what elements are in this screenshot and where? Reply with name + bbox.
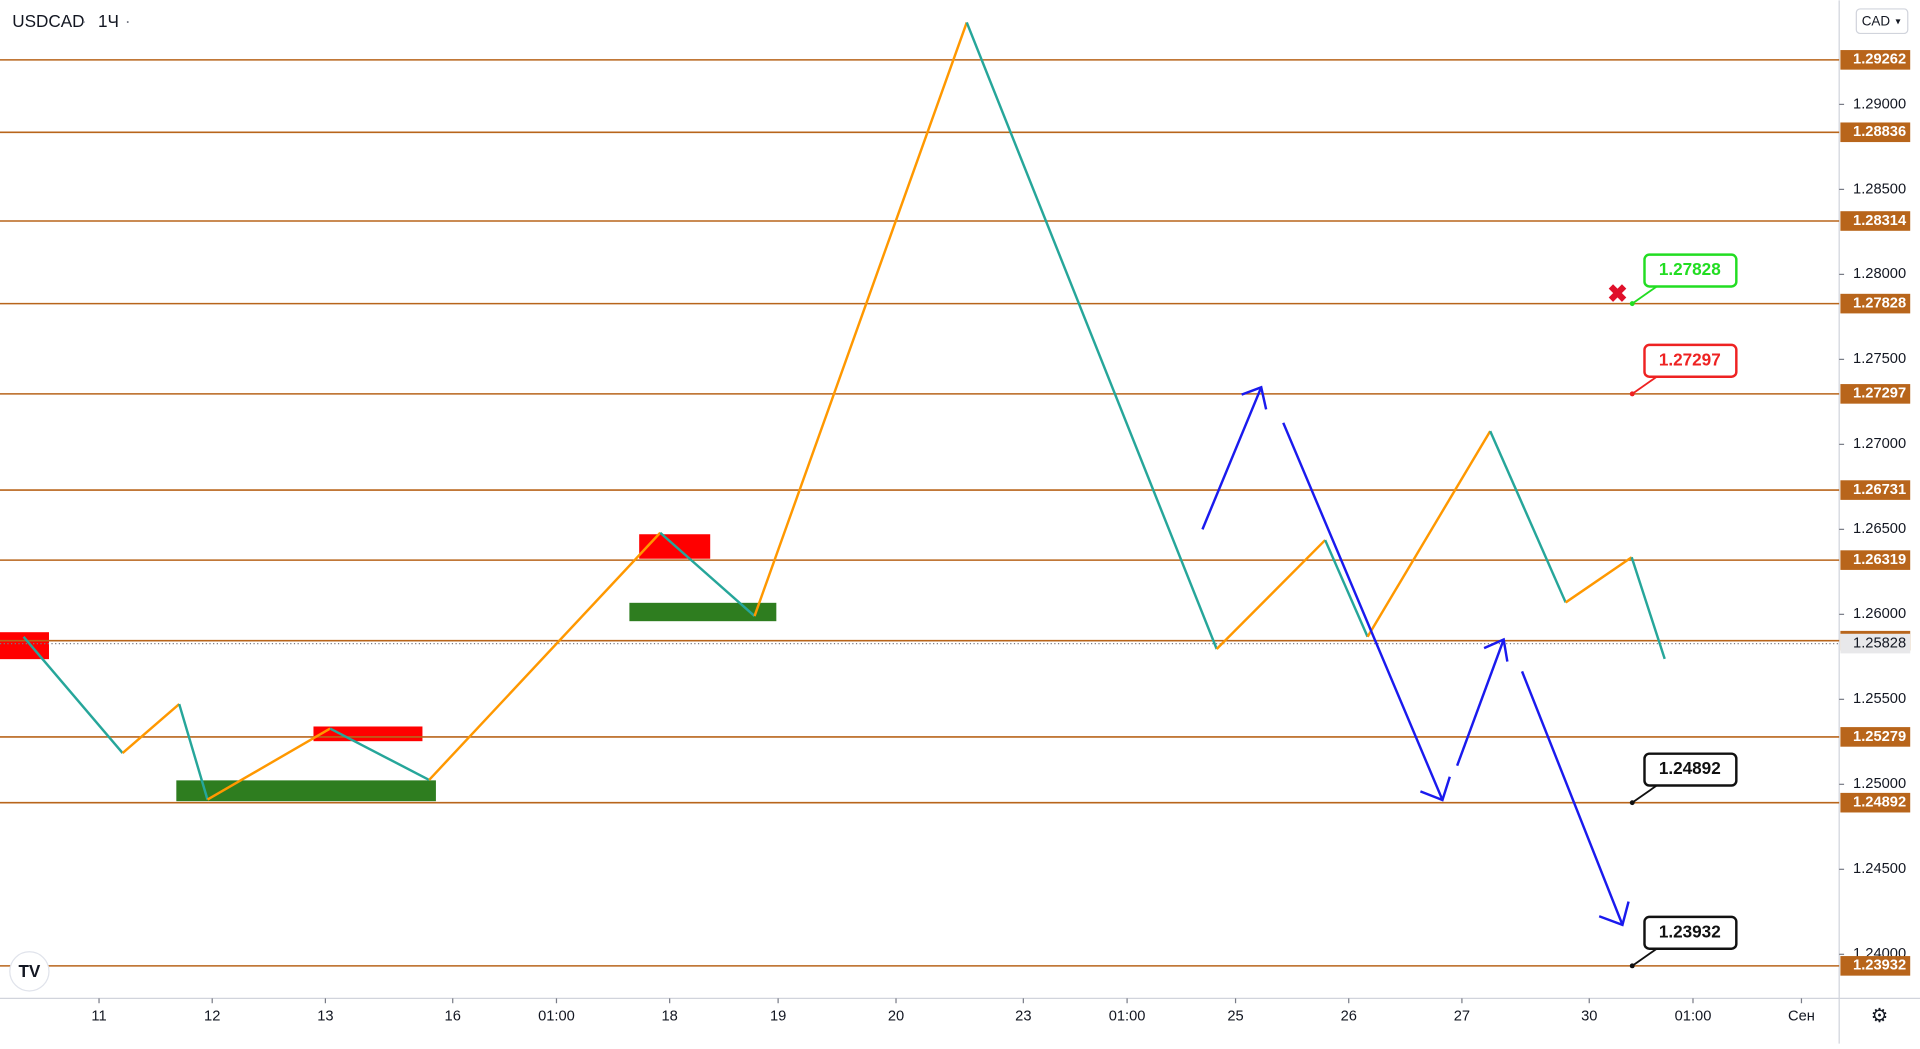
zigzag-segment xyxy=(1630,556,1666,660)
y-tick-label: 1.29000 xyxy=(1853,96,1906,112)
zigzag-segment xyxy=(1215,539,1327,650)
x-tick-label: 20 xyxy=(888,1009,904,1025)
level-tag xyxy=(1840,727,1911,747)
callout-label: 1.24892 xyxy=(1659,758,1721,778)
level-label: 1.26731 xyxy=(1853,482,1906,498)
x-tick-label: 25 xyxy=(1227,1009,1243,1025)
level-tag xyxy=(1840,122,1911,143)
logo-mark[interactable]: TV xyxy=(18,961,40,981)
x-tick-label: 27 xyxy=(1454,1009,1470,1025)
x-tick-label: 01:00 xyxy=(538,1009,575,1025)
x-tick-label: 23 xyxy=(1015,1009,1031,1025)
x-tick-label: Сен xyxy=(1788,1009,1815,1025)
zigzag-segment xyxy=(329,727,430,781)
y-tick-label: 1.28500 xyxy=(1853,181,1906,197)
x-tick-label: 18 xyxy=(661,1009,677,1025)
level-label: 1.29262 xyxy=(1853,52,1906,68)
level-tag xyxy=(1840,480,1911,500)
callout-box xyxy=(1643,253,1738,288)
level-label: 1.24892 xyxy=(1853,795,1906,811)
zigzag-segment xyxy=(965,22,1218,650)
zigzag-segment xyxy=(206,727,331,801)
zigzag-segment xyxy=(1564,556,1633,604)
separator: · xyxy=(81,11,87,31)
demand-zone xyxy=(629,602,777,622)
symbol: USDCAD xyxy=(12,11,84,31)
level-tag xyxy=(1840,50,1911,70)
projection xyxy=(1201,385,1630,927)
x-tick-label: 12 xyxy=(204,1009,220,1025)
callout-pointer xyxy=(1631,375,1658,395)
dropdown-caret[interactable]: ▾ xyxy=(1895,16,1900,27)
zigzag-segment xyxy=(1489,430,1567,603)
zigzag-segment xyxy=(428,531,662,781)
callout-box xyxy=(1643,915,1738,950)
callout-box xyxy=(1643,752,1738,787)
level-tag xyxy=(1840,384,1911,404)
level-tag xyxy=(1840,211,1911,231)
projection-arrow xyxy=(1201,386,1263,530)
last-price-tag xyxy=(1840,633,1911,654)
level-label: 1.25279 xyxy=(1853,729,1906,745)
callout-pointer xyxy=(1631,947,1658,967)
x-tick-label: 19 xyxy=(770,1009,786,1025)
interval: 1Ч xyxy=(98,11,119,31)
level-label: 1.27828 xyxy=(1853,295,1906,311)
level-tag xyxy=(1840,792,1911,813)
arrow-head xyxy=(1419,776,1451,802)
y-tick-label: 1.26500 xyxy=(1853,521,1906,537)
zigzag-segment xyxy=(1366,430,1492,638)
zigzag-segment xyxy=(121,703,181,754)
separator: · xyxy=(125,11,131,31)
y-tick-label: 1.27000 xyxy=(1853,436,1906,452)
x-tick-label: 11 xyxy=(91,1009,106,1025)
callout-label: 1.23932 xyxy=(1659,921,1721,941)
level-tag xyxy=(1840,550,1911,570)
zigzag-segment xyxy=(753,22,968,617)
level-label: 1.23932 xyxy=(1853,958,1906,974)
projection-arrow xyxy=(1282,422,1444,801)
level-label: 1.28836 xyxy=(1853,124,1906,140)
currency[interactable]: CAD xyxy=(1862,13,1891,28)
y-tick-label: 1.28000 xyxy=(1853,266,1906,282)
logo[interactable] xyxy=(9,951,50,992)
x-tick-label: 13 xyxy=(317,1009,333,1025)
x-tick-label: 30 xyxy=(1581,1009,1597,1025)
stop-mark: ✖ xyxy=(1607,281,1628,308)
level-tag xyxy=(1840,293,1911,314)
y-tick-label: 1.25500 xyxy=(1853,691,1906,707)
y-tick-label: 1.27500 xyxy=(1853,351,1906,367)
settings[interactable]: ⚙ xyxy=(1871,1005,1889,1027)
x-tick-label: 16 xyxy=(445,1009,461,1025)
zigzag-segment xyxy=(1324,539,1369,638)
zigzag-segment xyxy=(659,531,756,617)
projection-arrow xyxy=(1455,639,1505,767)
demand-zone xyxy=(176,780,436,802)
zigzag-segment xyxy=(22,635,124,754)
last-price-label: 1.25828 xyxy=(1853,635,1906,651)
y-tick-label: 1.25000 xyxy=(1853,776,1906,792)
projection-arrow xyxy=(1520,670,1624,926)
currency-button[interactable] xyxy=(1855,8,1909,35)
x-tick-label: 26 xyxy=(1341,1009,1357,1025)
arrow-head xyxy=(1241,385,1268,410)
callout-pointer xyxy=(1631,285,1658,305)
level-label: 1.28314 xyxy=(1853,213,1907,229)
y-tick-label: 1.26000 xyxy=(1853,606,1906,622)
callout-label: 1.27828 xyxy=(1659,259,1721,279)
zigzag-segment xyxy=(178,703,209,800)
y-tick-label: 1.24500 xyxy=(1853,861,1906,877)
x-tick-label: 01:00 xyxy=(1675,1009,1712,1025)
callout-box xyxy=(1643,343,1738,378)
arrow-head xyxy=(1598,901,1630,927)
callout-label: 1.27297 xyxy=(1659,349,1721,369)
level-tag xyxy=(1840,956,1911,976)
x-tick-label: 01:00 xyxy=(1109,1009,1146,1025)
level-label: 1.26319 xyxy=(1853,552,1906,568)
callout-pointer xyxy=(1631,784,1658,804)
arrow-head xyxy=(1483,637,1509,662)
level-label: 1.27297 xyxy=(1853,386,1906,402)
